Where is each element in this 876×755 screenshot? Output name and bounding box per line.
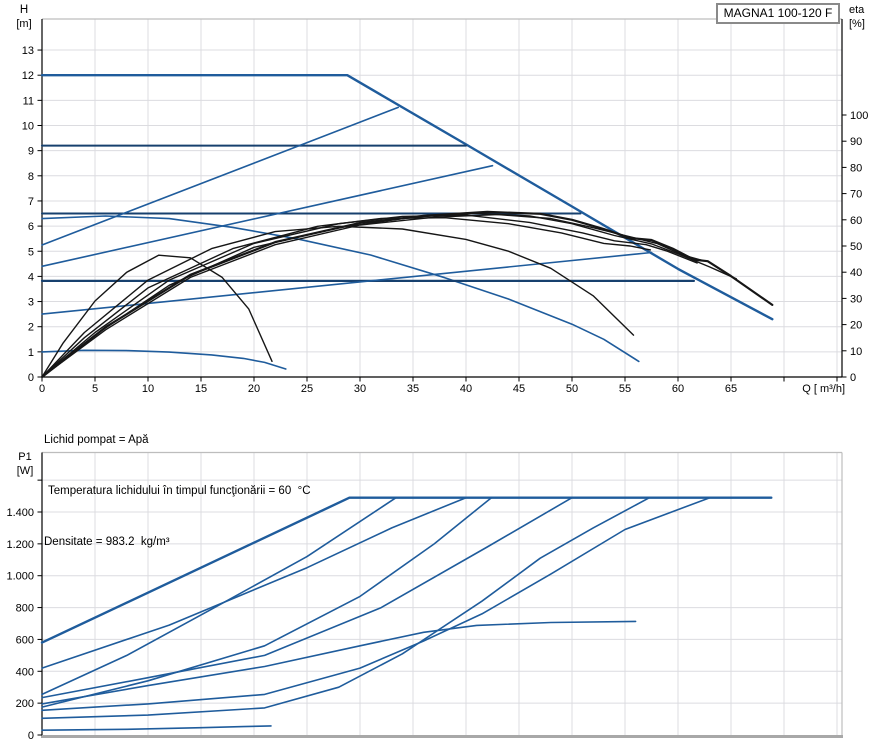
x-tick-label: 15 [195, 383, 207, 395]
curve-p1-const-9.2 [41, 496, 467, 669]
h-tick-label: 8 [28, 171, 34, 183]
eta-tick-label: 70 [850, 189, 862, 201]
curve-prop-pressure-1 [41, 106, 400, 246]
h-tick-label: 1 [28, 347, 34, 359]
eta-axis-label: eta [849, 4, 865, 16]
h-tick-label: 4 [28, 271, 34, 283]
x-tick-label: 5 [92, 383, 98, 395]
eta-axis-unit: [%] [849, 18, 865, 30]
x-tick-label: 50 [566, 383, 578, 395]
h-axis-unit: [m] [16, 18, 31, 30]
info-line-density: Densitate = 983.2 kg/m³ [44, 536, 170, 548]
curve-p1-prop-1 [41, 496, 397, 696]
eta-tick-label: 30 [850, 293, 862, 305]
liquid-info-block: Lichid pompat = Apă Temperatura lichidul… [44, 398, 311, 585]
h-tick-label: 12 [22, 70, 34, 82]
curve-qh-intermediate [41, 215, 640, 363]
curve-p1-max-speed [40, 496, 773, 644]
eta-tick-label: 40 [850, 267, 862, 279]
h-tick-label: 6 [28, 221, 34, 233]
curve-eta-max-speed [40, 210, 774, 379]
h-tick-label: 7 [28, 196, 34, 208]
info-line-liquid: Lichid pompat = Apă [44, 434, 149, 446]
p-tick-label: 400 [16, 666, 34, 678]
x-tick-label: 25 [301, 383, 313, 395]
p-axis-label: P1 [18, 451, 31, 463]
p-tick-label: 200 [16, 698, 34, 710]
pump-model-title-box: MAGNA1 100-120 F [716, 3, 840, 24]
curve-eta-b [41, 214, 698, 378]
x-tick-label: 65 [725, 383, 737, 395]
curve-p1-min-speed [41, 725, 272, 732]
curve-p1-intermediate [41, 620, 637, 705]
p-axis-unit: [W] [17, 465, 34, 477]
pump-model-label: MAGNA1 100-120 F [723, 6, 833, 20]
eta-tick-label: 10 [850, 346, 862, 358]
curve-p1-const-6.5 [41, 496, 573, 699]
x-tick-label: 40 [460, 383, 472, 395]
q-axis-label: Q [ m³/h] [802, 383, 845, 395]
curve-eta-d [41, 213, 704, 378]
curve-eta-a [41, 216, 652, 378]
x-tick-label: 55 [619, 383, 631, 395]
eta-tick-label: 20 [850, 320, 862, 332]
h-tick-label: 0 [28, 372, 34, 384]
h-tick-label: 13 [22, 45, 34, 57]
curve-p1-const-3.8 [41, 496, 711, 712]
p-tick-label: 1.400 [6, 507, 34, 519]
p-tick-label: 0 [28, 730, 34, 742]
p-tick-label: 600 [16, 634, 34, 646]
x-tick-label: 10 [142, 383, 154, 395]
h-axis-label: H [20, 4, 28, 16]
curve-eta-min-speed [41, 254, 273, 378]
curve-qh-min-speed [41, 349, 287, 370]
h-tick-label: 10 [22, 121, 34, 133]
curve-p1-prop-2 [41, 496, 493, 708]
p-tick-label: 1.000 [6, 571, 34, 583]
p-tick-label: 800 [16, 603, 34, 615]
h-tick-label: 9 [28, 146, 34, 158]
h-tick-label: 2 [28, 322, 34, 334]
eta-tick-label: 0 [850, 372, 856, 384]
eta-tick-label: 50 [850, 241, 862, 253]
h-tick-label: 5 [28, 246, 34, 258]
curve-prop-pressure-2 [41, 164, 494, 268]
p-tick-label: 1.200 [6, 539, 34, 551]
eta-tick-label: 100 [850, 110, 868, 122]
h-tick-label: 11 [23, 95, 34, 107]
eta-tick-label: 90 [850, 136, 862, 148]
x-tick-label: 60 [672, 383, 684, 395]
eta-tick-label: 80 [850, 162, 862, 174]
x-tick-label: 0 [39, 383, 45, 395]
info-line-temperature: Temperatura lichidului în timpul funcţio… [48, 485, 311, 497]
curve-p1-prop-3 [41, 496, 651, 720]
x-tick-label: 30 [354, 383, 366, 395]
curve-qh-max-speed [40, 73, 774, 321]
x-tick-label: 45 [513, 383, 525, 395]
x-tick-label: 20 [248, 383, 260, 395]
x-tick-label: 35 [407, 383, 419, 395]
h-tick-label: 3 [28, 297, 34, 309]
eta-tick-label: 60 [850, 215, 862, 227]
curve-eta-intermediate [41, 225, 635, 378]
